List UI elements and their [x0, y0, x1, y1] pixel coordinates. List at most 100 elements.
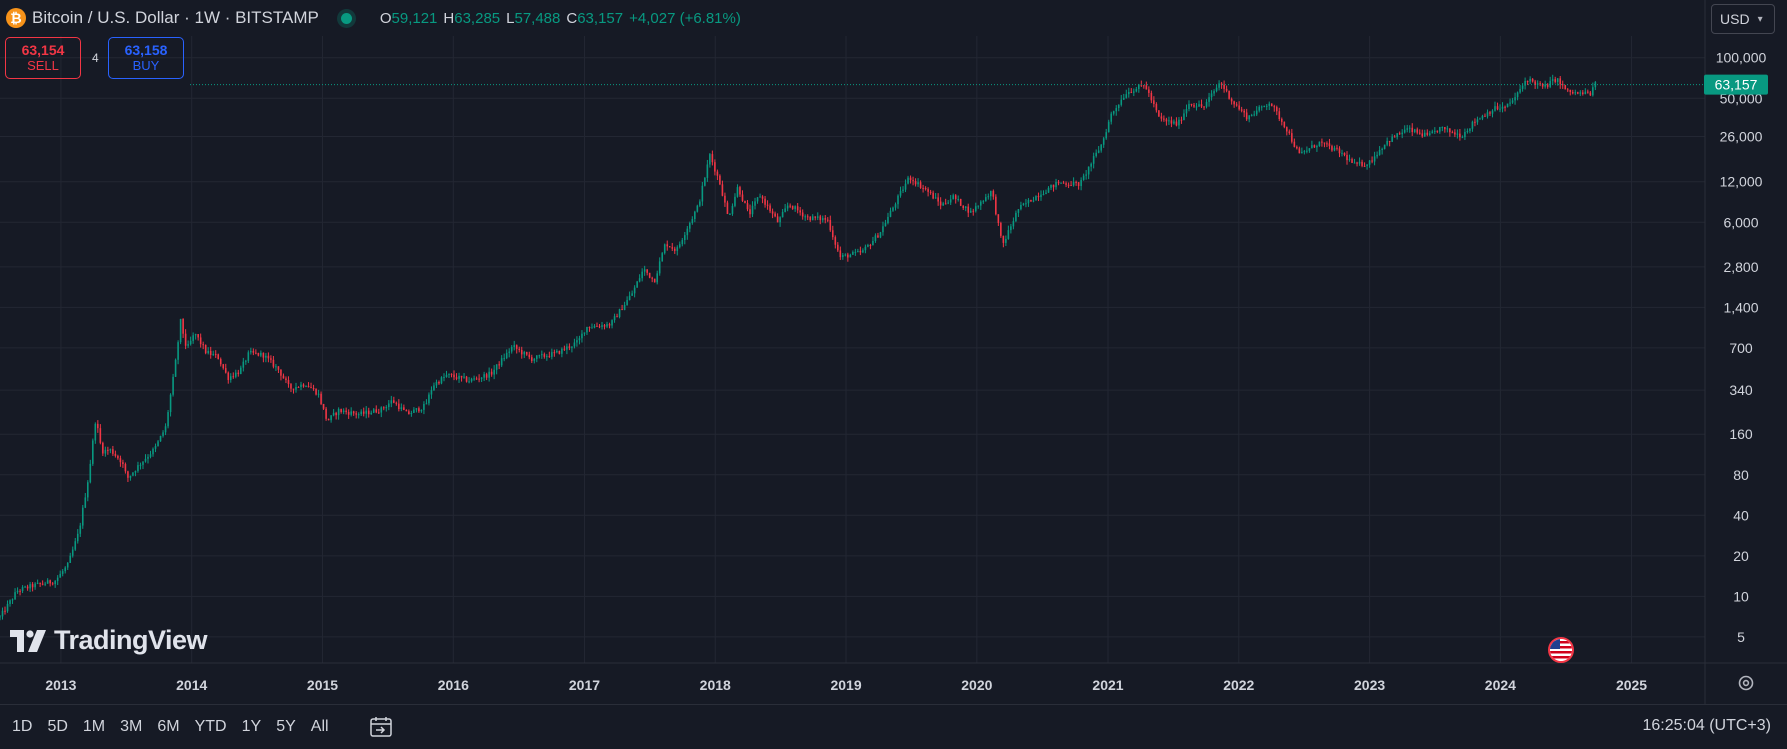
candle-body	[81, 507, 84, 526]
candle-body	[134, 471, 137, 473]
candle-body	[1132, 91, 1135, 93]
candle-body	[1263, 106, 1266, 108]
open-label: O	[379, 9, 392, 27]
last-price-tag[interactable]	[1704, 74, 1768, 95]
candle-body	[345, 410, 347, 412]
candle-body	[51, 583, 54, 585]
candle-body	[149, 454, 152, 457]
candle-body	[969, 210, 972, 213]
range-button-5d[interactable]: 5D	[47, 718, 68, 735]
us-flag-icon[interactable]	[1548, 637, 1574, 663]
candle-body	[275, 366, 277, 368]
range-button-ytd[interactable]: YTD	[194, 718, 227, 735]
candle-body	[1476, 119, 1479, 123]
candle-body	[132, 472, 134, 476]
candle-body	[746, 203, 749, 210]
candle-body	[443, 376, 445, 378]
y-tick-label: 26,000	[1720, 129, 1763, 145]
currency-select[interactable]: USD ▾	[1711, 4, 1775, 34]
candle-body	[1556, 78, 1559, 82]
candle-body	[1564, 85, 1567, 90]
candle-body	[784, 208, 786, 212]
range-button-all[interactable]: All	[310, 718, 329, 735]
candle-body	[1511, 100, 1514, 103]
candle-body	[335, 412, 337, 416]
candle-body	[109, 449, 112, 451]
candle-body	[1005, 238, 1007, 243]
candle-body	[41, 583, 44, 585]
candle-body	[49, 580, 51, 584]
candle-body	[691, 219, 694, 223]
tradingview-watermark[interactable]: TradingView	[10, 625, 208, 656]
candle-body	[189, 340, 192, 345]
candle-body	[1035, 196, 1037, 201]
range-button-6m[interactable]: 6M	[157, 718, 180, 735]
candle-body	[290, 384, 292, 389]
candle-body	[315, 388, 317, 395]
candle-body	[1481, 115, 1484, 119]
sell-button[interactable]: 63,154 SELL	[5, 37, 81, 79]
candle-body	[260, 352, 262, 356]
candle-body	[1403, 129, 1406, 133]
buy-button[interactable]: 63,158 BUY	[108, 37, 184, 79]
candle-body	[84, 497, 87, 508]
candle-body	[874, 235, 877, 241]
candle-body	[731, 205, 734, 214]
candle-body	[571, 346, 573, 348]
range-button-1d[interactable]: 1D	[12, 718, 33, 735]
candle-body	[167, 412, 169, 427]
candle-body	[987, 196, 990, 198]
candle-body	[468, 381, 470, 383]
candle-body	[834, 237, 837, 245]
candle-body	[1459, 133, 1461, 138]
candle-body	[19, 590, 21, 592]
calendar-goto-icon[interactable]	[369, 716, 393, 738]
candle-body	[1273, 106, 1276, 108]
watermark-text: TradingView	[54, 625, 208, 655]
candle-body	[420, 409, 423, 412]
market-status-icon[interactable]	[340, 12, 352, 24]
candle-body	[4, 610, 6, 612]
y-tick-label: 340	[1729, 382, 1753, 398]
candle-body	[1185, 109, 1188, 114]
candle-body	[357, 414, 360, 416]
candle-body	[724, 195, 726, 203]
candle-body	[741, 194, 744, 201]
candle-body	[756, 197, 759, 202]
candle-body	[224, 368, 227, 373]
candle-body	[844, 254, 847, 256]
symbol-title[interactable]: Bitcoin / U.S. Dollar · 1W · BITSTAMP	[32, 8, 319, 27]
candle-body	[322, 403, 325, 409]
sell-label: SELL	[27, 58, 59, 73]
candle-body	[187, 344, 189, 346]
candle-body	[1243, 110, 1245, 113]
candle-body	[350, 411, 352, 415]
range-button-1y[interactable]: 1Y	[241, 718, 262, 735]
candle-body	[1032, 200, 1035, 202]
symbol-legend: ₿ Bitcoin / U.S. Dollar · 1W · BITSTAMP …	[6, 7, 741, 29]
x-tick-label: 2017	[569, 677, 600, 693]
candle-body	[144, 458, 147, 462]
gear-icon[interactable]	[1737, 674, 1755, 692]
range-button-1m[interactable]: 1M	[82, 718, 106, 735]
candle-body	[701, 185, 704, 202]
candle-body	[488, 371, 490, 378]
candle-body	[458, 375, 460, 379]
candle-body	[508, 351, 511, 353]
candle-body	[1411, 127, 1414, 133]
candle-body	[751, 205, 754, 215]
clock-timezone[interactable]: 16:25:04 (UTC+3)	[1642, 717, 1771, 734]
candle-body	[676, 247, 679, 251]
candle-body	[1444, 127, 1446, 130]
candle-body	[194, 334, 197, 336]
candle-body	[696, 205, 699, 212]
candle-body	[1434, 130, 1436, 132]
candle-body	[172, 376, 174, 395]
range-button-3m[interactable]: 3M	[120, 718, 143, 735]
candle-body	[1278, 111, 1281, 119]
candle-body	[882, 226, 884, 233]
candle-body	[1439, 127, 1441, 132]
range-button-5y[interactable]: 5Y	[276, 718, 296, 735]
candle-body	[1323, 142, 1326, 144]
